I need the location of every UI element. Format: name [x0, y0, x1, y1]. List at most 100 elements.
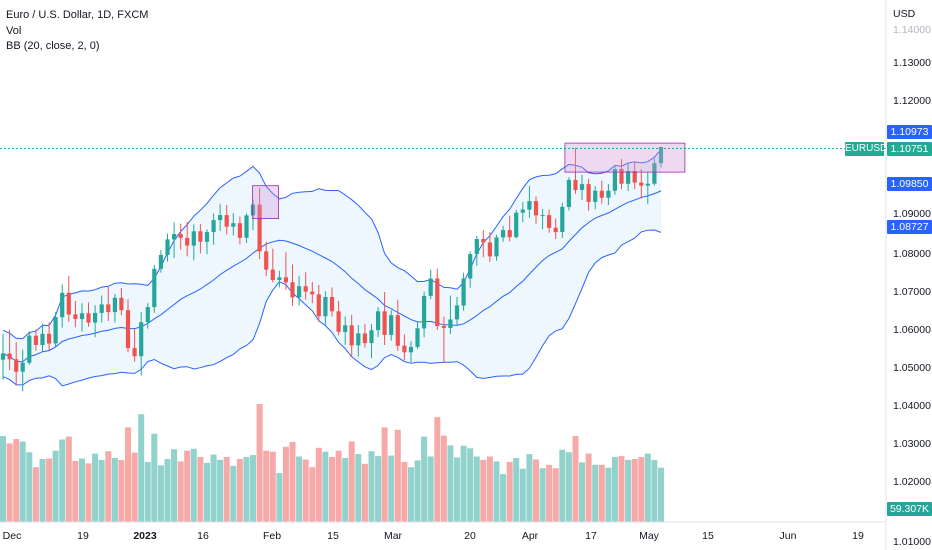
volume-bar [355, 454, 362, 522]
candle-body [33, 335, 38, 345]
candle-body [93, 312, 98, 323]
volume-tag: 59.307K [887, 502, 932, 516]
volume-bar [309, 467, 316, 522]
volume-bar [98, 459, 105, 522]
volume-bar [144, 461, 151, 522]
candle-body [165, 239, 170, 255]
candle-body [553, 227, 558, 233]
highlight-box-feb [252, 185, 280, 219]
price-axis-label: 1.04000 [893, 400, 931, 412]
candle-body [494, 237, 499, 257]
candle-body [244, 215, 249, 238]
time-axis-label: May [639, 530, 659, 542]
candle-body [606, 190, 611, 198]
volume-bar [539, 468, 546, 522]
bb-lower-line [2, 229, 662, 387]
candle-body [47, 333, 52, 344]
volume-bar [125, 427, 131, 522]
volume-bar [217, 459, 224, 522]
volume-bar [131, 452, 138, 522]
volume-bar [190, 448, 197, 522]
time-axis-label: Jun [779, 530, 797, 542]
volume-bar [427, 456, 434, 522]
candle-body [66, 292, 71, 315]
candle-body [185, 237, 190, 246]
price-axis-label: 1.12000 [893, 95, 931, 107]
candlesticks [0, 146, 664, 392]
volume-bar [177, 461, 184, 522]
bb-basis-tag: 1.09850 [887, 177, 932, 191]
volume-bar [401, 461, 408, 522]
volume-bars [0, 404, 664, 522]
volume-bar [631, 459, 638, 522]
volume-bar [434, 417, 441, 522]
candle-body [297, 286, 302, 298]
price-axis-label: 1.09000 [893, 208, 931, 220]
candle-body [422, 295, 427, 329]
volume-bar [210, 454, 217, 522]
volume-bar [513, 458, 520, 522]
time-axis-label: 15 [702, 530, 714, 542]
price-axis-label: 1.06000 [893, 324, 931, 336]
candle-body [349, 325, 354, 346]
volume-bar [65, 436, 72, 522]
highlight-box-apr [564, 142, 686, 173]
last-price-tag: 1.10751 [887, 142, 932, 156]
volume-indicator-label[interactable]: Vol [6, 24, 22, 37]
candle-body [60, 292, 65, 318]
bb-lower-tag: 1.08727 [887, 220, 932, 234]
time-axis-label: 20 [464, 530, 476, 542]
volume-bar [454, 457, 460, 522]
bollinger-indicator-label[interactable]: BB (20, close, 2, 0) [6, 40, 100, 52]
time-axis-label: Apr [521, 530, 539, 542]
bb-basis-line [2, 190, 662, 363]
symbol-title[interactable]: Euro / U.S. Dollar, 1D, FXCM [6, 9, 149, 21]
volume-bar [85, 463, 92, 522]
price-axis-label: 1.01000 [893, 536, 931, 548]
volume-bar [256, 404, 263, 522]
candle-body [362, 333, 367, 344]
price-axis-label: 1.14000 [893, 24, 931, 36]
volume-bar [460, 445, 467, 522]
candle-body [270, 269, 275, 280]
volume-bar [223, 457, 230, 522]
candle-body [441, 326, 446, 328]
candle-body [277, 277, 282, 280]
volume-bar [342, 458, 349, 522]
candle-body [566, 179, 571, 207]
bb-upper-line [2, 149, 662, 340]
candle-body [145, 307, 150, 323]
candle-body [112, 297, 117, 313]
candle-body [7, 353, 12, 360]
candle-body [316, 294, 321, 317]
candle-body [560, 206, 565, 232]
time-axis-label: 2023 [133, 530, 157, 542]
volume-bar [526, 454, 533, 522]
time-axis-label: Dec [2, 530, 22, 542]
candle-body [178, 234, 183, 238]
candle-body [599, 190, 604, 198]
volume-bar [493, 461, 500, 522]
volume-bar [486, 456, 493, 522]
volume-bar [388, 455, 395, 522]
volume-bar [519, 468, 526, 522]
volume-bar [19, 441, 26, 522]
volume-bar [322, 451, 329, 522]
candle-body [231, 223, 236, 227]
candle-body [198, 231, 203, 242]
candle-body [257, 204, 262, 252]
volume-bar [59, 439, 66, 522]
candle-body [125, 310, 131, 349]
volume-bar [302, 459, 309, 522]
candle-body [237, 223, 242, 238]
time-axis-label: 15 [327, 530, 339, 542]
candle-body [507, 230, 512, 238]
chart-legend[interactable]: Euro / U.S. Dollar, 1D, FXCM Vol BB (20,… [6, 8, 148, 55]
volume-bar [236, 459, 243, 522]
candle-body [303, 286, 308, 292]
volume-bar [585, 453, 592, 522]
price-axis-label: 1.05000 [893, 362, 931, 374]
volume-bar [164, 459, 171, 522]
volume-bar [625, 459, 632, 522]
